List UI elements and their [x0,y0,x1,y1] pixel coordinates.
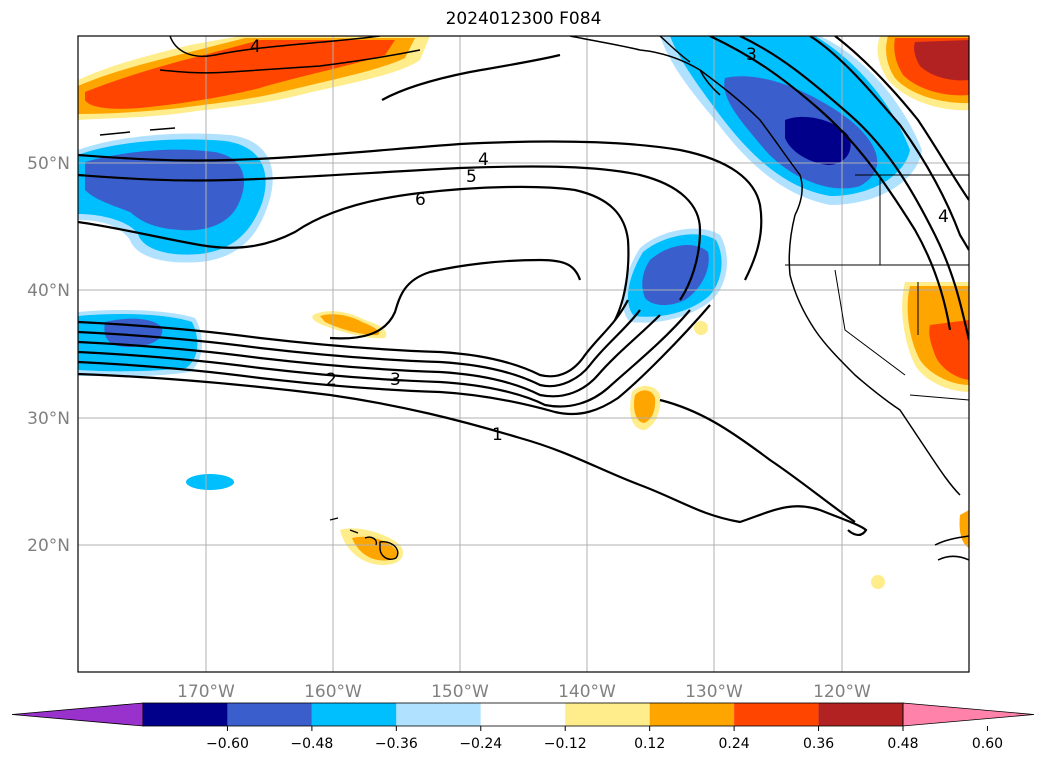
longitude-labels: 170°W 160°W 150°W 140°W 130°W 120°W [177,682,871,702]
lat-label: 30°N [27,409,70,429]
colorbar-segment [734,703,819,726]
lon-label: 150°W [431,682,489,702]
contour-label: 1 [492,425,503,445]
colorbar-segment [311,703,397,726]
colorbar-segment [565,703,650,726]
lon-label: 170°W [177,682,235,702]
political-borders [785,174,969,401]
lon-label: 120°W [813,682,871,702]
lat-label: 50°N [27,154,70,174]
colorbar-extend-high [902,702,1035,727]
colorbar-tick-label: 0.36 [803,736,834,752]
colorbar-tick-label: 0.12 [634,736,665,752]
contour-label: 4 [478,150,489,170]
colorbar-tick-label: 0.24 [719,736,750,752]
contour-labels: 4 5 6 2 3 1 3 4 4 [250,37,949,445]
contour-label: 6 [415,190,426,210]
contour-label: 5 [466,167,477,187]
colorbar-segment [227,703,312,726]
colorbar-tick-label: −0.24 [459,736,502,752]
colorbar-outline [142,702,904,727]
colorbar-tick-label: −0.60 [206,736,249,752]
anomaly-negative-small [186,474,234,490]
anomaly-positive-canada-core [914,40,969,81]
hawaii-islands [329,517,399,560]
contour-lines [78,36,969,537]
anomaly-negative-ne-max [785,116,851,165]
colorbar-tick-label: 0.48 [887,736,918,752]
anomaly-negative-west-core [85,149,245,231]
colorbar-segment [396,703,481,726]
colorbar-extend-low [11,702,144,727]
colorbar-tick-label: −0.12 [544,736,587,752]
contour-label: 4 [938,207,949,227]
colorbar-segment [818,703,903,726]
colorbar-tick-label: −0.36 [375,736,418,752]
lat-label: 20°N [27,536,70,556]
lon-label: 160°W [304,682,362,702]
colorbar-segment [649,703,735,726]
map-frame [77,35,970,673]
colorbar-tick-label: 0.60 [972,736,1003,752]
latitude-labels: 50°N 40°N 30°N 20°N [27,154,70,556]
contour-label: 3 [390,370,401,390]
colorbar-segment [480,703,566,726]
colorbar-tick-label: −0.48 [290,736,333,752]
graticule [78,36,969,672]
colorbar-segment [143,703,228,726]
contour-label: 2 [326,370,337,390]
contour-label: 4 [250,37,261,57]
map-title: 2024012300 F084 [445,9,602,29]
shaded-fields: 4 5 6 2 3 1 3 4 4 [78,36,969,672]
anomaly-positive-nw-core [85,40,395,109]
colorbar: −0.60 −0.48 −0.36 −0.24 −0.12 0.12 0.24 0.36 0.4… [11,702,1035,752]
coastlines [99,36,969,561]
contour-label: 3 [746,45,757,65]
lon-label: 130°W [685,682,743,702]
lon-label: 140°W [558,682,616,702]
lat-label: 40°N [27,281,70,301]
